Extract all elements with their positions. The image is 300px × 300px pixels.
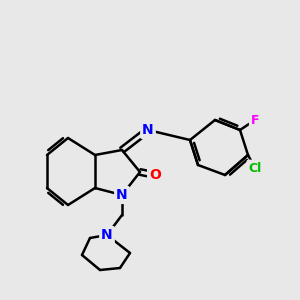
Text: N: N: [116, 188, 128, 202]
Text: Cl: Cl: [248, 161, 262, 175]
Text: O: O: [149, 168, 161, 182]
Text: F: F: [251, 113, 259, 127]
Text: N: N: [101, 228, 113, 242]
Text: N: N: [142, 123, 154, 137]
